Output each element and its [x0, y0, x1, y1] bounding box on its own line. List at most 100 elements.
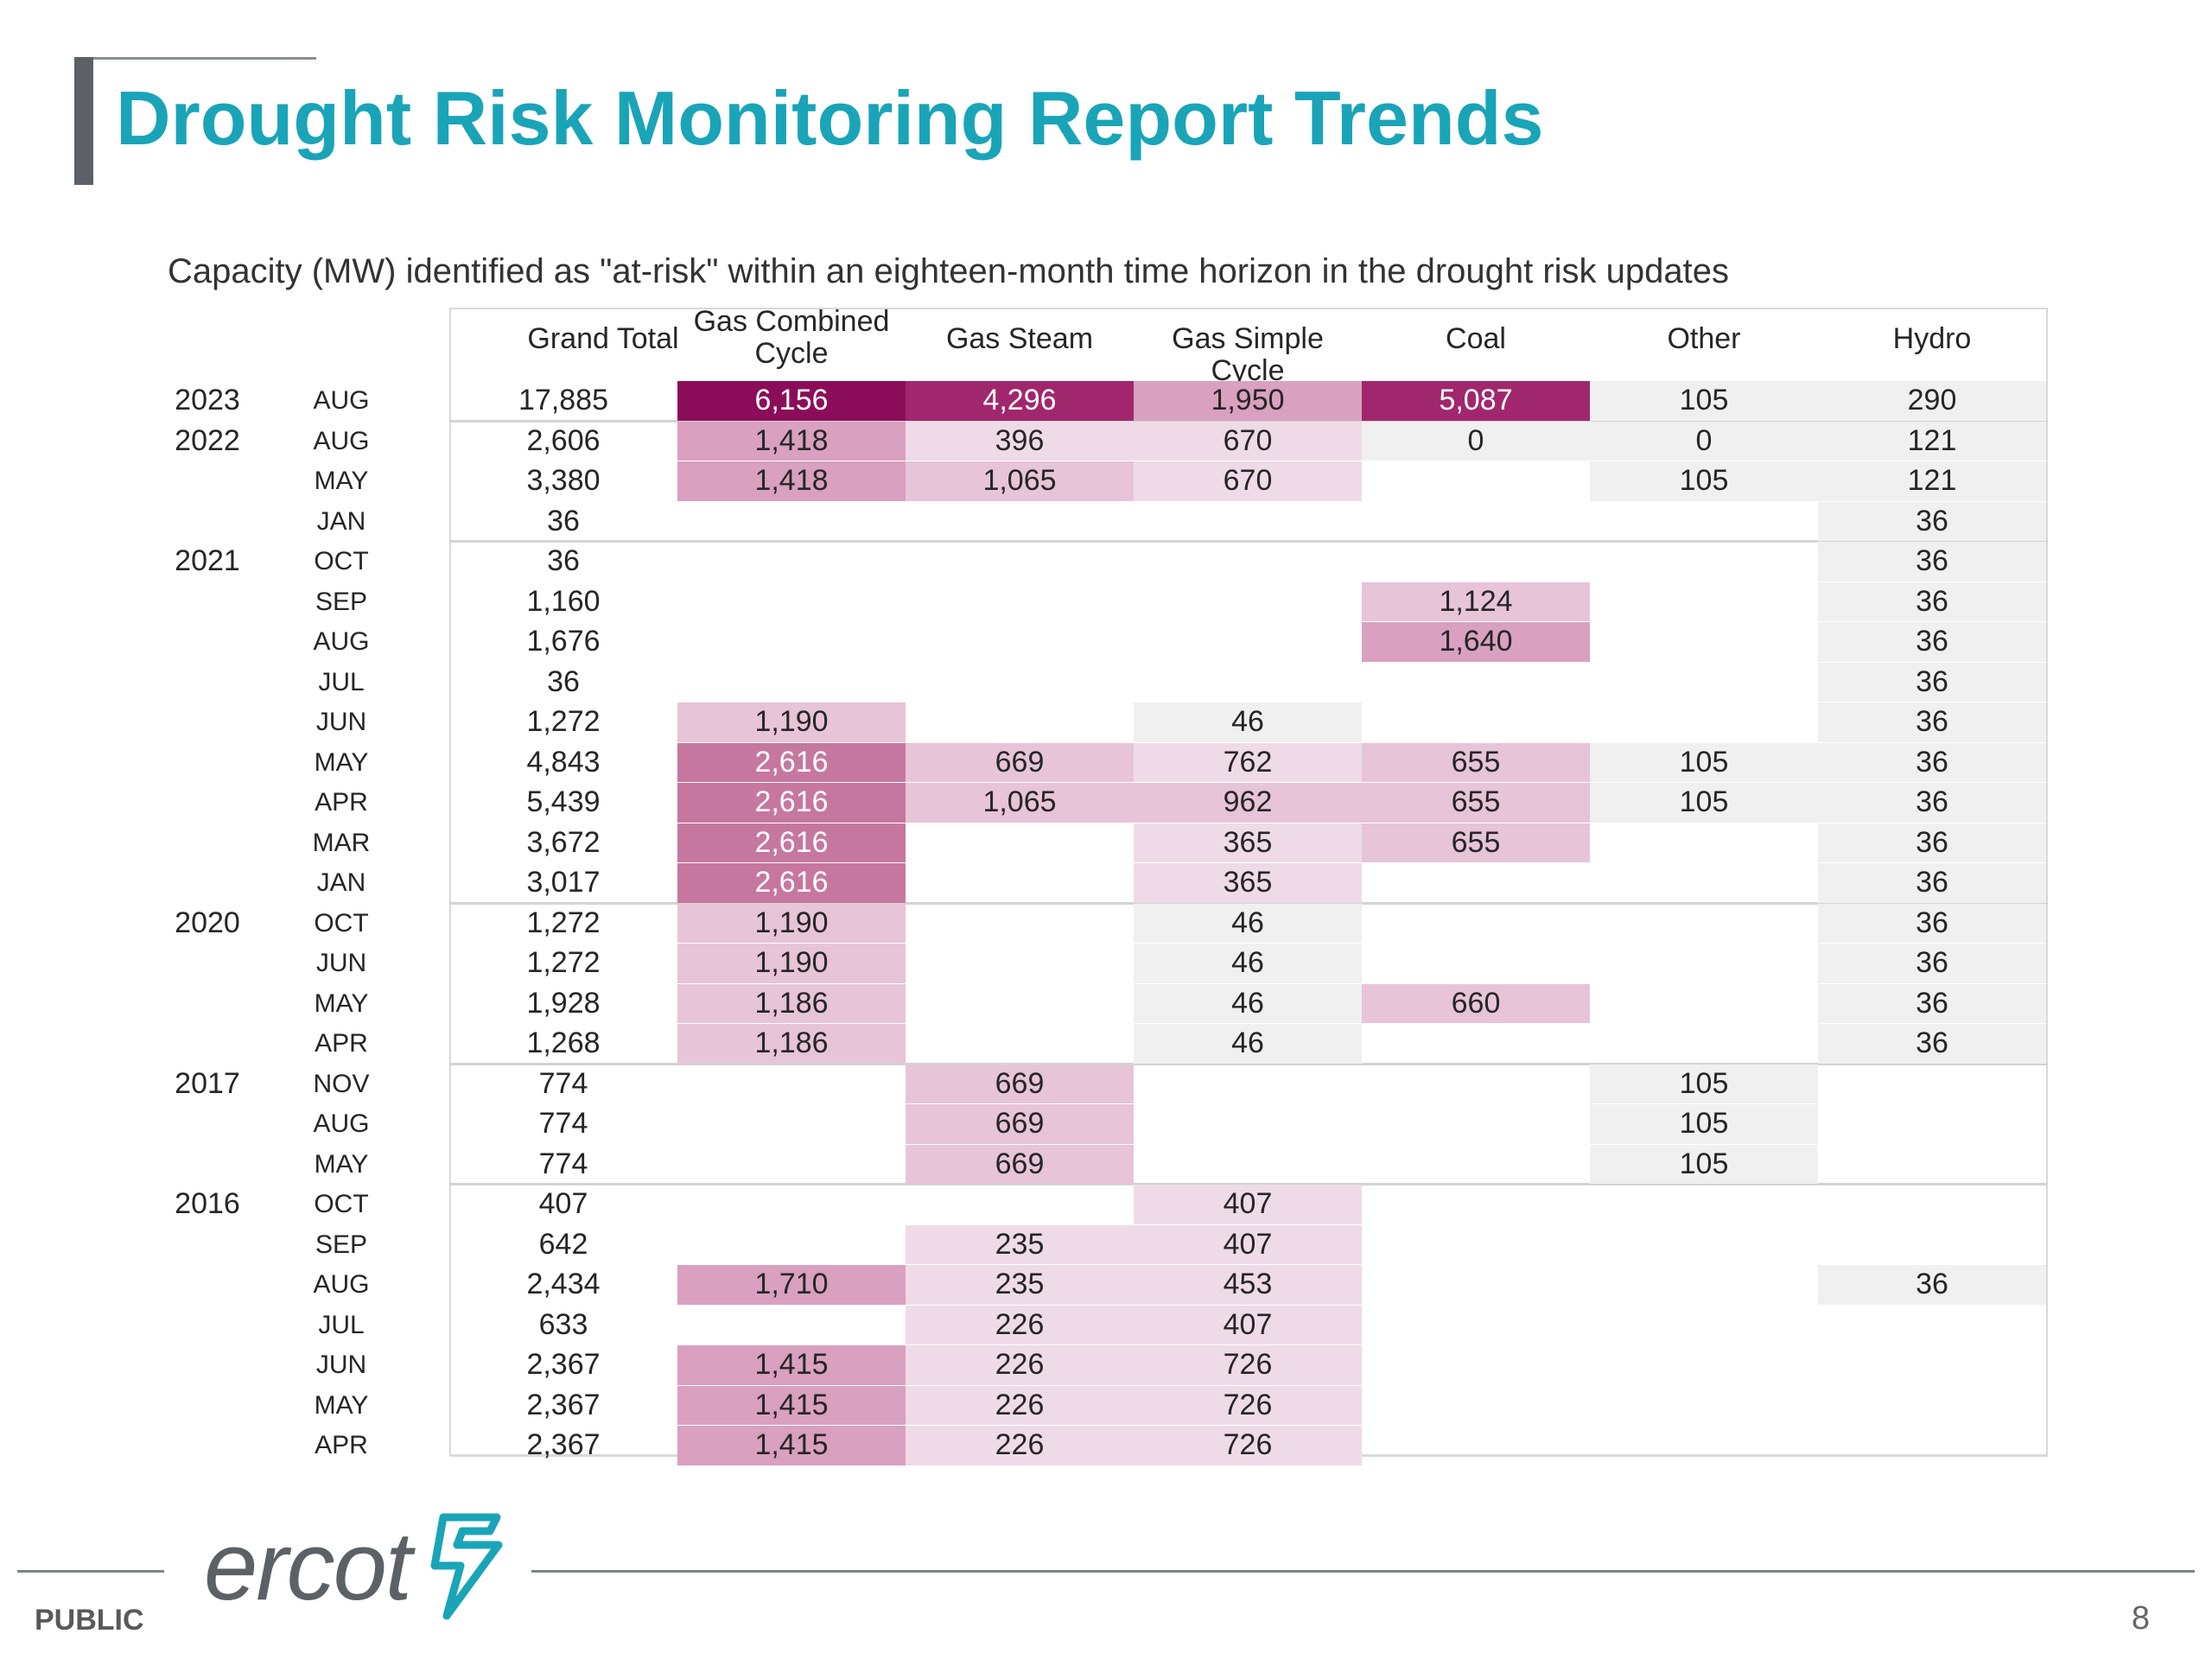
heatmap-cell: 1,710: [677, 1265, 906, 1305]
heatmap-cell: 46: [1134, 903, 1362, 943]
heatmap-cell: 1,186: [677, 983, 906, 1023]
heatmap-cell: 235: [906, 1224, 1134, 1264]
heatmap-cell: [1134, 663, 1362, 702]
heatmap-cell: [1362, 1265, 1590, 1305]
grand-total-cell: 642: [538, 1227, 588, 1261]
grand-total-cell: 3,017: [526, 866, 601, 899]
grand-total-cell: 1,268: [526, 1027, 601, 1059]
grand-total-cell: 3,672: [526, 825, 601, 859]
heatmap-cell: [1590, 582, 1818, 622]
heatmap-cell: 1,190: [677, 944, 906, 983]
heatmap-cell: [1362, 702, 1590, 742]
heatmap-cell: [1590, 663, 1818, 702]
heatmap-cell: 407: [1134, 1224, 1362, 1264]
heatmap-cell: [1362, 1386, 1590, 1426]
group-separator: [449, 1183, 2048, 1185]
row-month: MAY: [314, 988, 369, 1018]
row-month: JAN: [316, 868, 366, 897]
grand-total-cell: 2,434: [526, 1268, 601, 1300]
heatmap-cell: 46: [1134, 702, 1362, 742]
heatmap-cell: [1362, 542, 1590, 582]
heatmap-cell: 36: [1818, 1265, 2046, 1305]
heatmap-cell: 762: [1134, 742, 1362, 782]
row-month: AUG: [313, 386, 370, 415]
heatmap-cell: [1818, 1386, 2046, 1426]
heatmap-cell: 5,087: [1362, 381, 1590, 421]
heatmap-cell: 396: [906, 421, 1134, 461]
row-month: MAY: [314, 747, 369, 777]
heatmap-cell: 1,640: [1362, 622, 1590, 662]
heatmap-cell: [1590, 944, 1818, 983]
heatmap-cell: 0: [1362, 421, 1590, 461]
heatmap-cell: 226: [906, 1305, 1134, 1344]
heatmap-cell: 2,616: [677, 863, 906, 903]
heatmap-cell: [1590, 984, 1818, 1024]
heatmap-cell: [1362, 502, 1590, 542]
grand-total-cell: 1,272: [526, 705, 601, 738]
heatmap-cell: 36: [1818, 582, 2046, 621]
heatmap-cell: 1,950: [1134, 381, 1362, 421]
row-year: 2023: [175, 384, 240, 416]
group-separator: [449, 1062, 2048, 1065]
heatmap-cell: [1134, 582, 1362, 622]
heatmap-cell: 2,616: [677, 823, 906, 862]
row-month: JUL: [318, 667, 365, 696]
heatmap-cell: 1,415: [677, 1385, 906, 1425]
heatmap-cell: [1818, 1345, 2046, 1385]
grand-total-cell: 1,928: [526, 986, 601, 1020]
grand-total-cell: 17,885: [518, 384, 608, 416]
heatmap-cell: 726: [1134, 1385, 1362, 1425]
heatmap-cell: [677, 1145, 906, 1185]
heatmap-cell: [1818, 1225, 2046, 1265]
heatmap-cell: [906, 1185, 1134, 1224]
heatmap-cell: 290: [1818, 381, 2046, 421]
column-header: Grand Total: [527, 322, 679, 355]
heatmap-cell: 655: [1362, 783, 1590, 823]
heatmap-cell: [1818, 1426, 2046, 1465]
row-year: 2020: [175, 906, 240, 939]
heatmap-cell: [1134, 1104, 1362, 1144]
heatmap-cell: 1,065: [906, 783, 1134, 823]
grand-total-cell: 633: [538, 1307, 588, 1341]
heatmap-cell: [1362, 1145, 1590, 1185]
heatmap-cell: 226: [906, 1345, 1134, 1385]
heatmap-cell: [906, 823, 1134, 863]
row-month: APR: [315, 788, 368, 817]
heatmap-cell: 105: [1590, 461, 1818, 501]
heatmap-cell: [1362, 904, 1590, 944]
heatmap-cell: [906, 1024, 1134, 1064]
heatmap-cell: [677, 1306, 906, 1345]
heatmap-cell: [1134, 1145, 1362, 1185]
heatmap-cell: [1590, 702, 1818, 742]
heatmap-cell: 1,415: [677, 1426, 906, 1465]
classification-label: PUBLIC: [35, 1604, 144, 1637]
heatmap-cell: 655: [1362, 742, 1590, 782]
heatmap-cell: 46: [1134, 1024, 1362, 1064]
heatmap-cell: 121: [1818, 421, 2046, 461]
grand-total-cell: 1,272: [526, 906, 601, 939]
heatmap-cell: [906, 702, 1134, 742]
heatmap-cell: [1362, 1185, 1590, 1224]
heatmap-cell: [1362, 863, 1590, 903]
heatmap-cell: [677, 663, 906, 702]
row-month: JUN: [315, 1351, 367, 1379]
group-separator: [449, 419, 2048, 423]
heatmap-cell: 36: [1818, 944, 2046, 983]
group-separator: [449, 901, 2048, 905]
heatmap-cell: [1134, 542, 1362, 582]
heatmap-cell: 36: [1818, 742, 2046, 782]
row-month: APR: [315, 1431, 368, 1459]
heatmap-cell: 0: [1590, 421, 1818, 461]
heatmap-cell: 46: [1134, 983, 1362, 1023]
heatmap-cell: [1362, 1024, 1590, 1064]
heatmap-cell: 1,124: [1362, 582, 1590, 621]
heatmap-cell: [1590, 823, 1818, 863]
row-month: NOV: [313, 1069, 370, 1098]
heatmap-cell: 669: [906, 742, 1134, 782]
heatmap-cell: [1362, 944, 1590, 983]
heatmap-cell: 121: [1818, 461, 2046, 501]
heatmap-cell: 6,156: [677, 381, 906, 421]
row-month: AUG: [313, 426, 370, 455]
grand-total-cell: 4,843: [526, 745, 601, 779]
heatmap-cell: [1134, 622, 1362, 662]
